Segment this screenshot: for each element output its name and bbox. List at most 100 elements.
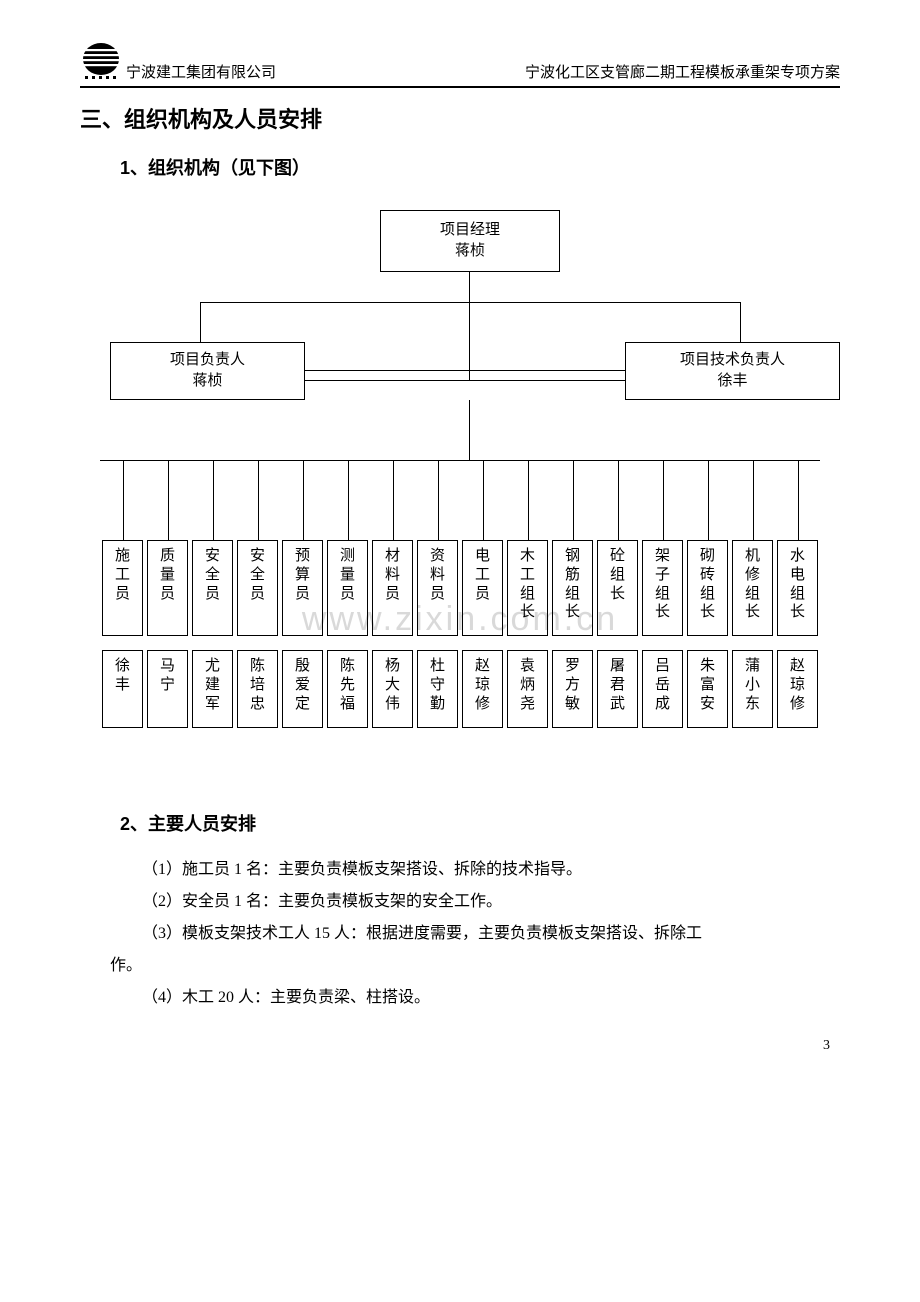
- page: 宁波建工集团有限公司 宁波化工区支管廊二期工程模板承重架专项方案 三、组织机构及…: [0, 0, 920, 1074]
- org-name-cell: 赵琼修: [462, 650, 503, 728]
- org-line: [258, 460, 259, 540]
- org-top-name: 蒋桢: [455, 241, 485, 262]
- org-name-cell: 杜守勤: [417, 650, 458, 728]
- org-line: [798, 460, 799, 540]
- org-line: [753, 460, 754, 540]
- org-line: [393, 460, 394, 461]
- paragraph: （2）安全员 1 名：主要负责模板支架的安全工作。: [110, 886, 830, 918]
- org-name-cell: 殷爱定: [282, 650, 323, 728]
- org-line: [573, 460, 574, 540]
- org-line: [168, 460, 169, 540]
- org-name-cell: 陈先福: [327, 650, 368, 728]
- org-name-cell: 蒲小东: [732, 650, 773, 728]
- org-line: [618, 460, 619, 461]
- org-line: [798, 460, 799, 461]
- page-number: 3: [823, 1038, 830, 1054]
- paragraph: （1）施工员 1 名：主要负责模板支架搭设、拆除的技术指导。: [110, 854, 830, 886]
- org-role-cell: 架子组长: [642, 540, 683, 636]
- org-names-row: 徐丰马宁尤建军陈培忠殷爱定陈先福杨大伟杜守勤赵琼修袁炳尧罗方敏屠君武吕岳成朱富安…: [102, 650, 818, 728]
- org-left-box: 项目负责人 蒋桢: [110, 342, 305, 400]
- org-line: [618, 460, 619, 540]
- org-right-name: 徐丰: [717, 371, 747, 392]
- org-line: [305, 380, 625, 381]
- paragraph: （4）木工 20 人：主要负责梁、柱搭设。: [110, 982, 830, 1014]
- org-left-name: 蒋桢: [192, 371, 222, 392]
- org-name-cell: 徐丰: [102, 650, 143, 728]
- org-role-cell: 预算员: [282, 540, 323, 636]
- org-role-cell: 质量员: [147, 540, 188, 636]
- org-line: [213, 460, 214, 461]
- org-line: [438, 460, 439, 461]
- org-line: [528, 460, 529, 461]
- org-line: [708, 460, 709, 461]
- subsection-1-heading: 1、组织机构（见下图）: [120, 154, 840, 180]
- org-name-cell: 马宁: [147, 650, 188, 728]
- section-heading: 三、组织机构及人员安排: [80, 102, 840, 134]
- org-name-cell: 吕岳成: [642, 650, 683, 728]
- org-line: [469, 302, 470, 380]
- org-line: [348, 460, 349, 540]
- org-top-box: 项目经理 蒋桢: [380, 210, 560, 272]
- org-line: [213, 460, 214, 540]
- org-role-cell: 砼组长: [597, 540, 638, 636]
- org-role-cell: 材料员: [372, 540, 413, 636]
- org-roles-row: 施工员质量员安全员安全员预算员测量员材料员资料员电工员木工组长钢筋组长砼组长架子…: [102, 540, 818, 636]
- org-line: [708, 460, 709, 540]
- org-right-box: 项目技术负责人 徐丰: [625, 342, 840, 400]
- org-line: [123, 460, 124, 540]
- company-logo: [80, 40, 122, 82]
- org-role-cell: 水电组长: [777, 540, 818, 636]
- org-role-cell: 木工组长: [507, 540, 548, 636]
- org-role-cell: 机修组长: [732, 540, 773, 636]
- org-line: [303, 460, 304, 540]
- org-name-cell: 杨大伟: [372, 650, 413, 728]
- org-role-cell: 砌砖组长: [687, 540, 728, 636]
- org-line: [469, 272, 470, 302]
- org-line: [483, 460, 484, 461]
- org-line: [123, 460, 124, 461]
- org-line: [200, 302, 201, 342]
- org-chart-canvas: 项目经理 蒋桢 项目负责人 蒋桢 项目技术负责人 徐丰: [80, 210, 840, 770]
- org-line: [393, 460, 394, 540]
- paragraph: （3）模板支架技术工人 15 人：根据进度需要，主要负责模板支架搭设、拆除工: [110, 918, 830, 950]
- header-rule: [80, 87, 840, 88]
- org-name-cell: 罗方敏: [552, 650, 593, 728]
- org-line: [469, 400, 470, 460]
- org-name-cell: 朱富安: [687, 650, 728, 728]
- org-line: [740, 302, 741, 342]
- org-top-title: 项目经理: [440, 220, 500, 241]
- page-header: 宁波建工集团有限公司 宁波化工区支管廊二期工程模板承重架专项方案: [80, 40, 840, 87]
- company-name: 宁波建工集团有限公司: [126, 61, 525, 82]
- org-line: [483, 460, 484, 540]
- org-name-cell: 陈培忠: [237, 650, 278, 728]
- subsection-2-heading: 2、主要人员安排: [120, 810, 840, 836]
- body-text: （1）施工员 1 名：主要负责模板支架搭设、拆除的技术指导。 （2）安全员 1 …: [110, 854, 830, 1014]
- org-right-title: 项目技术负责人: [680, 350, 785, 371]
- org-line: [663, 460, 664, 540]
- org-line: [168, 460, 169, 461]
- org-line: [258, 460, 259, 461]
- org-role-cell: 安全员: [192, 540, 233, 636]
- org-role-cell: 安全员: [237, 540, 278, 636]
- paragraph: 作。: [110, 950, 830, 982]
- org-line: [200, 302, 740, 303]
- org-line: [305, 370, 625, 371]
- org-role-cell: 测量员: [327, 540, 368, 636]
- org-role-cell: 施工员: [102, 540, 143, 636]
- document-title: 宁波化工区支管廊二期工程模板承重架专项方案: [525, 61, 840, 82]
- org-line: [100, 460, 820, 461]
- org-chart: 项目经理 蒋桢 项目负责人 蒋桢 项目技术负责人 徐丰: [80, 210, 840, 770]
- org-line: [438, 460, 439, 540]
- org-left-title: 项目负责人: [170, 350, 245, 371]
- org-line: [573, 460, 574, 461]
- org-name-cell: 袁炳尧: [507, 650, 548, 728]
- org-name-cell: 尤建军: [192, 650, 233, 728]
- org-role-cell: 钢筋组长: [552, 540, 593, 636]
- org-name-cell: 赵琼修: [777, 650, 818, 728]
- org-role-cell: 资料员: [417, 540, 458, 636]
- org-line: [528, 460, 529, 540]
- org-line: [753, 460, 754, 461]
- org-line: [348, 460, 349, 461]
- org-line: [663, 460, 664, 461]
- org-line: [303, 460, 304, 461]
